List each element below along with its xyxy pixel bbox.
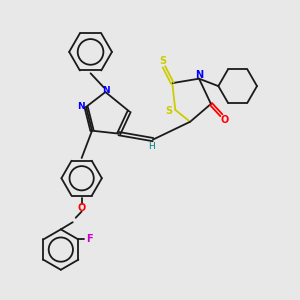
- Text: S: S: [165, 106, 172, 116]
- Text: H: H: [148, 142, 155, 151]
- Text: F: F: [86, 235, 93, 244]
- Text: O: O: [77, 203, 86, 213]
- Text: S: S: [160, 56, 167, 66]
- Text: N: N: [77, 102, 85, 111]
- Text: O: O: [221, 115, 229, 125]
- Text: N: N: [102, 86, 110, 95]
- Text: N: N: [196, 70, 204, 80]
